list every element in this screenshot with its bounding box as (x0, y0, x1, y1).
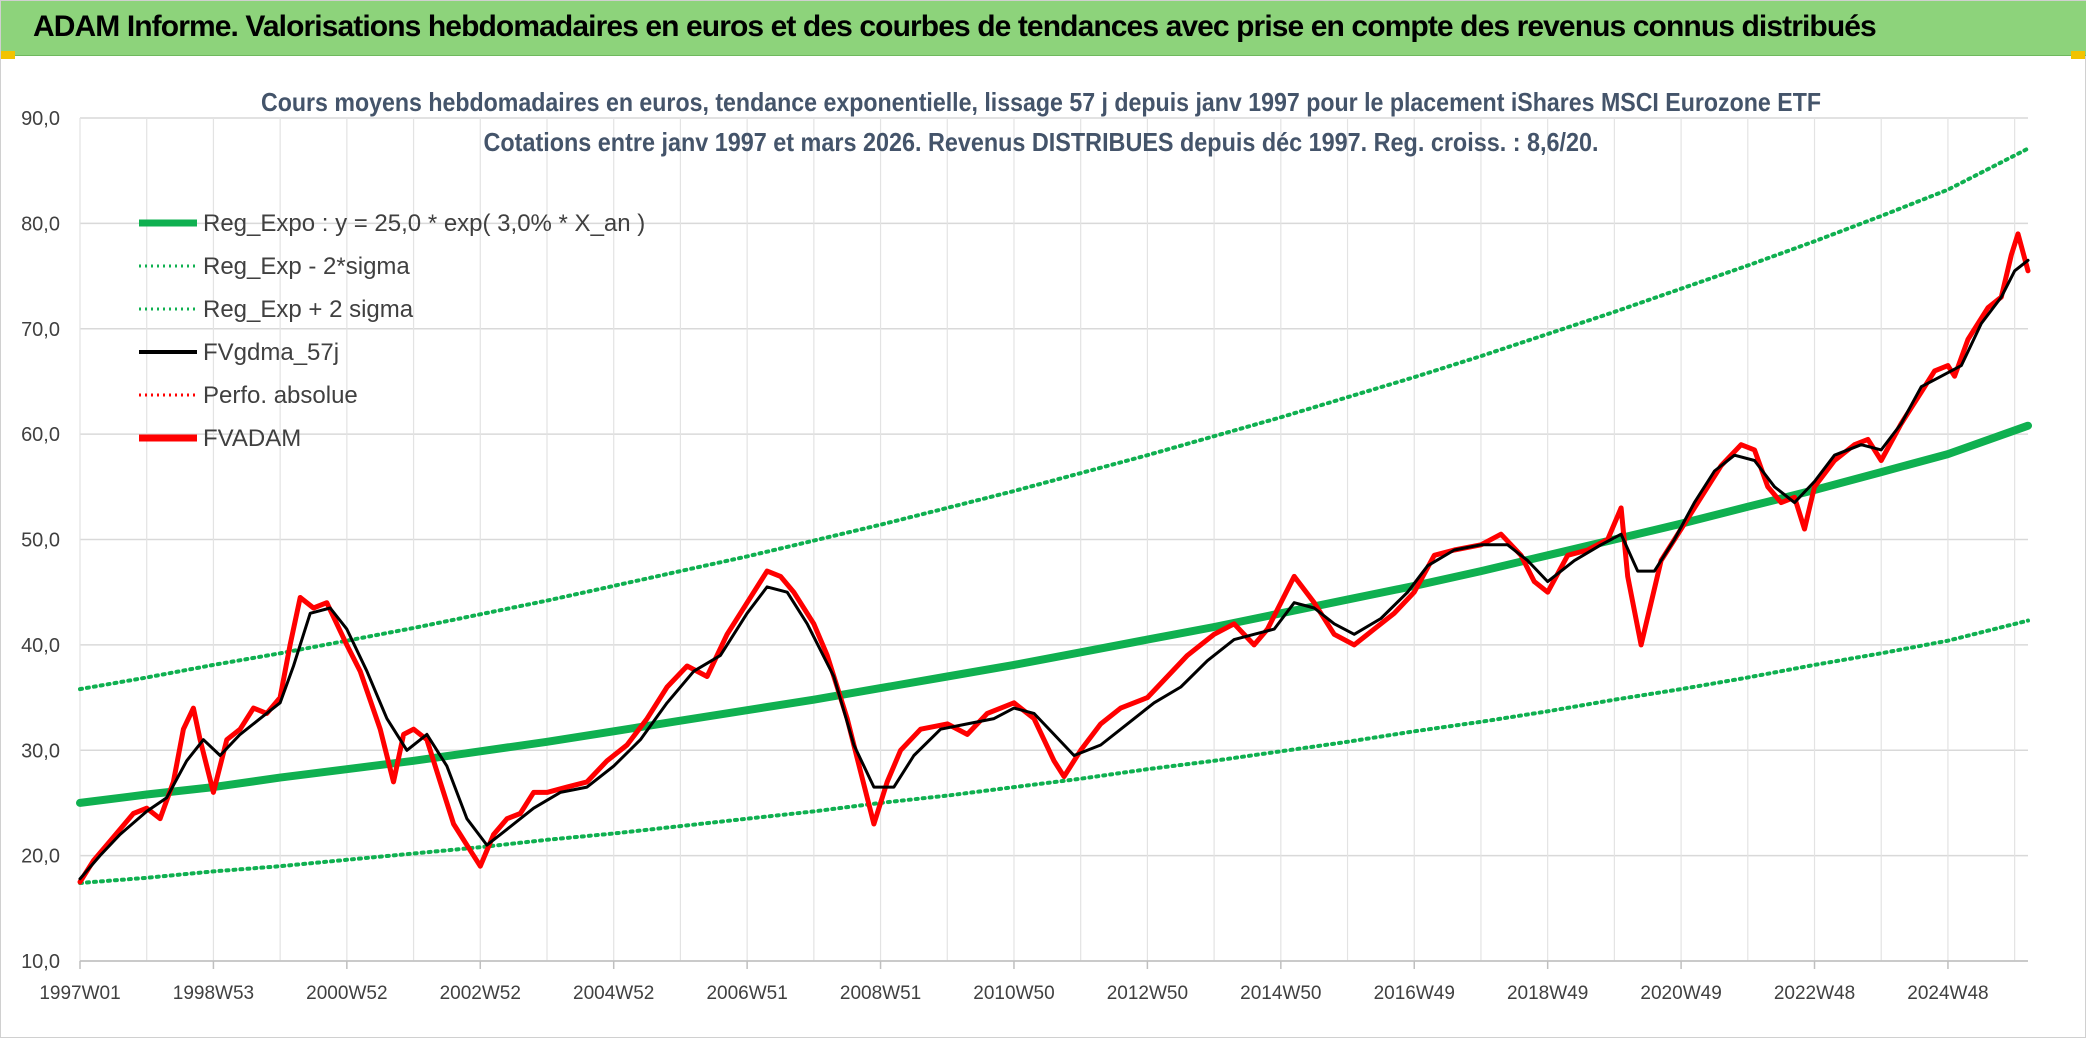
y-tick-label: 70,0 (21, 319, 60, 341)
banner-corner-right (2071, 51, 2085, 59)
series-line-fvadam (77, 231, 2031, 885)
x-tick-label: 2010W50 (973, 983, 1054, 1004)
legend: Reg_Expo : y = 25,0 * exp( 3,0% * X_an )… (139, 210, 645, 452)
y-tick-label: 40,0 (21, 635, 60, 657)
legend-label: FVgdma_57j (203, 339, 339, 366)
chart-area: 10,0 20,0 30,0 40,0 50,0 60,0 70,0 80,0 90,0 199… (1, 59, 2086, 1039)
series-line-fvgdma-57j (78, 258, 2030, 881)
x-axis-ticks: 1997W01 1998W53 2000W52 2002W52 2004W52 2006W… (39, 961, 1989, 1004)
y-tick-label: 10,0 (21, 951, 60, 973)
legend-label: Reg_Exp + 2 sigma (203, 296, 414, 323)
y-tick-label: 50,0 (21, 530, 60, 552)
banner-corner-left (1, 51, 15, 59)
x-tick-label: 2016W49 (1374, 983, 1455, 1004)
x-tick-label: 1998W53 (173, 983, 254, 1004)
x-tick-label: 2002W52 (440, 983, 521, 1004)
series-line-reg-exp-2-sigma (78, 618, 2030, 885)
x-tick-label: 2006W51 (706, 983, 787, 1004)
series-line-reg-expo-y-25-0-exp-3-0-x-an (76, 421, 2032, 807)
gridlines (79, 117, 2028, 962)
x-tick-label: 2020W49 (1640, 983, 1721, 1004)
series-lines (76, 146, 2032, 885)
y-tick-label: 60,0 (21, 424, 60, 446)
y-axis-ticks: 10,0 20,0 30,0 40,0 50,0 60,0 70,0 80,0 90,0 (21, 108, 60, 973)
chart-subtitle: Cotations entre janv 1997 et mars 2026. … (484, 127, 1599, 157)
trend-chart: 10,0 20,0 30,0 40,0 50,0 60,0 70,0 80,0 90,0 199… (21, 87, 2032, 1004)
x-tick-label: 2004W52 (573, 983, 654, 1004)
legend-label: FVADAM (203, 425, 301, 452)
series-line-reg-exp-2-sigma (78, 146, 2030, 692)
x-tick-label: 2018W49 (1507, 983, 1588, 1004)
x-tick-label: 1997W01 (39, 983, 120, 1004)
y-tick-label: 20,0 (21, 846, 60, 868)
x-tick-label: 2000W52 (306, 983, 387, 1004)
chart-title: Cours moyens hebdomadaires en euros, ten… (261, 87, 1821, 117)
x-tick-label: 2008W51 (840, 983, 921, 1004)
y-tick-label: 30,0 (21, 740, 60, 762)
y-tick-label: 90,0 (21, 108, 60, 130)
legend-label: Reg_Exp - 2*sigma (203, 253, 410, 280)
x-tick-label: 2012W50 (1107, 983, 1188, 1004)
report-title: ADAM Informe. Valorisations hebdomadaire… (33, 10, 1877, 43)
x-tick-label: 2022W48 (1774, 983, 1855, 1004)
report-banner: ADAM Informe. Valorisations hebdomadaire… (1, 1, 2086, 56)
x-tick-label: 2014W50 (1240, 983, 1321, 1004)
legend-label: Reg_Expo : y = 25,0 * exp( 3,0% * X_an ) (203, 210, 645, 237)
y-tick-label: 80,0 (21, 213, 60, 235)
x-tick-label: 2024W48 (1907, 983, 1988, 1004)
legend-label: Perfo. absolue (203, 382, 358, 409)
